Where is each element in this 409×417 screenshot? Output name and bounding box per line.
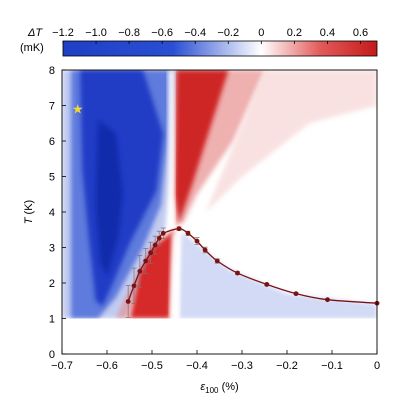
y-axis-label: T (K) xyxy=(23,200,35,224)
x-tick-label: 0 xyxy=(374,360,380,372)
colorbar-tick-label: −0.2 xyxy=(217,27,239,39)
y-tick-label: 4 xyxy=(49,207,55,219)
transition-point xyxy=(125,299,131,304)
colorbar: −1.2 −1.0 −0.8 −0.6 −0.4 −0.2 0 0.2 0.4 0.6 ΔT (m… xyxy=(20,27,378,57)
transition-point xyxy=(131,283,137,289)
y-tick-label: 5 xyxy=(49,172,55,184)
transition-point xyxy=(176,226,182,232)
colorbar-tick-label: −0.6 xyxy=(151,27,173,39)
transition-point xyxy=(264,282,270,287)
transition-points xyxy=(125,226,380,306)
colorbar-tick-label: 0.4 xyxy=(320,27,335,39)
x-tick-label: −0.2 xyxy=(276,360,298,372)
y-tick-label: 1 xyxy=(49,314,55,326)
colorbar-label-unit: (mK) xyxy=(20,42,44,54)
heatmap-region-red-fade xyxy=(206,70,377,212)
colorbar-tick-label: 0.2 xyxy=(287,27,302,39)
transition-point xyxy=(156,235,162,241)
x-axis-label: ε100 (%) xyxy=(200,381,238,395)
heatmap-region-blue-core xyxy=(95,119,123,276)
colorbar-ticks: −1.2 −1.0 −0.8 −0.6 −0.4 −0.2 0 0.2 0.4 0.6 xyxy=(52,27,368,44)
transition-point xyxy=(293,291,299,297)
x-axis-ticks: −0.7 −0.6 −0.5 −0.4 −0.3 −0.2 −0.1 0 xyxy=(51,350,380,372)
transition-point xyxy=(202,247,208,253)
y-tick-label: 7 xyxy=(49,101,55,113)
transition-point xyxy=(160,230,166,236)
star-marker: ★ xyxy=(72,103,84,118)
transition-point xyxy=(235,270,240,276)
transition-point xyxy=(325,297,330,303)
y-tick-label: 2 xyxy=(49,278,55,290)
colorbar-gradient xyxy=(62,40,378,57)
heatmap-field xyxy=(62,70,377,319)
colorbar-tick-label: −0.8 xyxy=(118,27,140,39)
x-tick-label: −0.1 xyxy=(321,360,343,372)
heatmap-region-white-sliver xyxy=(167,70,175,227)
transition-point xyxy=(152,242,158,248)
transition-point xyxy=(194,238,200,244)
transition-point xyxy=(185,230,191,236)
colorbar-tick-label: −1.2 xyxy=(52,27,74,39)
x-tick-label: −0.3 xyxy=(231,360,253,372)
transition-point xyxy=(148,250,154,256)
y-tick-label: 6 xyxy=(49,136,55,148)
y-tick-label: 8 xyxy=(49,65,55,77)
transition-point xyxy=(214,258,220,264)
plot-area: ★ −0.7 −0.6 −0.5 −0.4 −0.3 −0.2 −0.1 0 0 1 2 3 4 5 6 7… xyxy=(49,65,380,372)
colorbar-tick-label: −0.4 xyxy=(184,27,206,39)
y-tick-label: 3 xyxy=(49,243,55,255)
x-tick-label: −0.7 xyxy=(51,360,73,372)
heatmap-region-red-lower xyxy=(129,229,175,319)
y-axis-ticks: 0 1 2 3 4 5 6 7 8 xyxy=(49,65,66,361)
colorbar-tick-label: 0.6 xyxy=(353,27,368,39)
y-tick-label: 0 xyxy=(49,349,55,361)
heatmap-region-white-lower xyxy=(170,233,179,319)
transition-point xyxy=(143,258,149,264)
colorbar-label-delta-t: ΔT xyxy=(27,27,43,39)
transition-point xyxy=(137,268,143,274)
x-tick-label: −0.6 xyxy=(96,360,118,372)
heatmap-region-red-upper xyxy=(174,70,229,223)
x-tick-label: −0.4 xyxy=(186,360,208,372)
colorbar-tick-label: −1.0 xyxy=(85,27,107,39)
heatmap-region-blue-pocket xyxy=(179,231,377,319)
x-tick-label: −0.5 xyxy=(141,360,163,372)
colorbar-tick-label: 0 xyxy=(258,27,264,39)
